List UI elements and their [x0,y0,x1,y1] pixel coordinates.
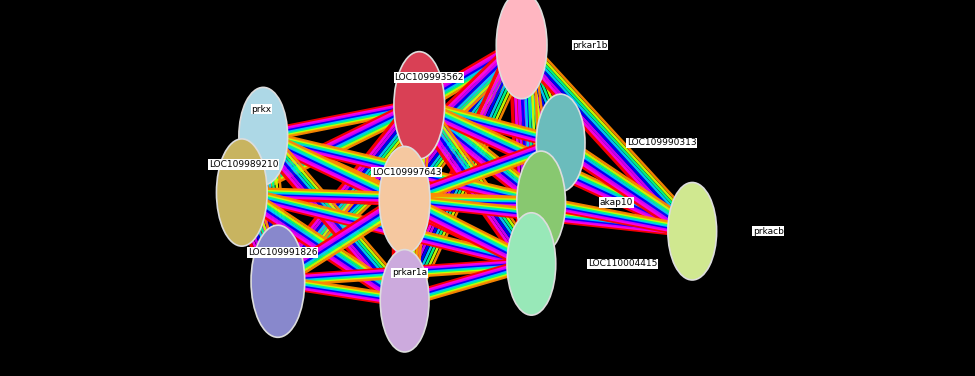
Ellipse shape [380,250,429,352]
Ellipse shape [536,94,585,192]
Text: prkacb: prkacb [753,227,784,236]
Ellipse shape [496,0,547,99]
Ellipse shape [394,52,445,159]
Ellipse shape [252,225,304,337]
Ellipse shape [668,182,717,280]
Ellipse shape [239,87,288,185]
Text: akap10: akap10 [600,198,633,207]
Text: prkar1a: prkar1a [392,268,427,277]
Ellipse shape [517,151,565,253]
Text: LOC110004415: LOC110004415 [588,259,657,268]
Text: LOC109990313: LOC109990313 [627,138,696,147]
Ellipse shape [216,139,267,246]
Text: LOC109991826: LOC109991826 [248,248,318,257]
Ellipse shape [507,213,556,315]
Text: prkar1b: prkar1b [572,41,607,50]
Ellipse shape [379,146,430,254]
Text: LOC109989210: LOC109989210 [209,160,279,169]
Text: prkx: prkx [252,105,271,114]
Text: LOC109997643: LOC109997643 [371,168,442,177]
Text: LOC109993562: LOC109993562 [394,73,464,82]
